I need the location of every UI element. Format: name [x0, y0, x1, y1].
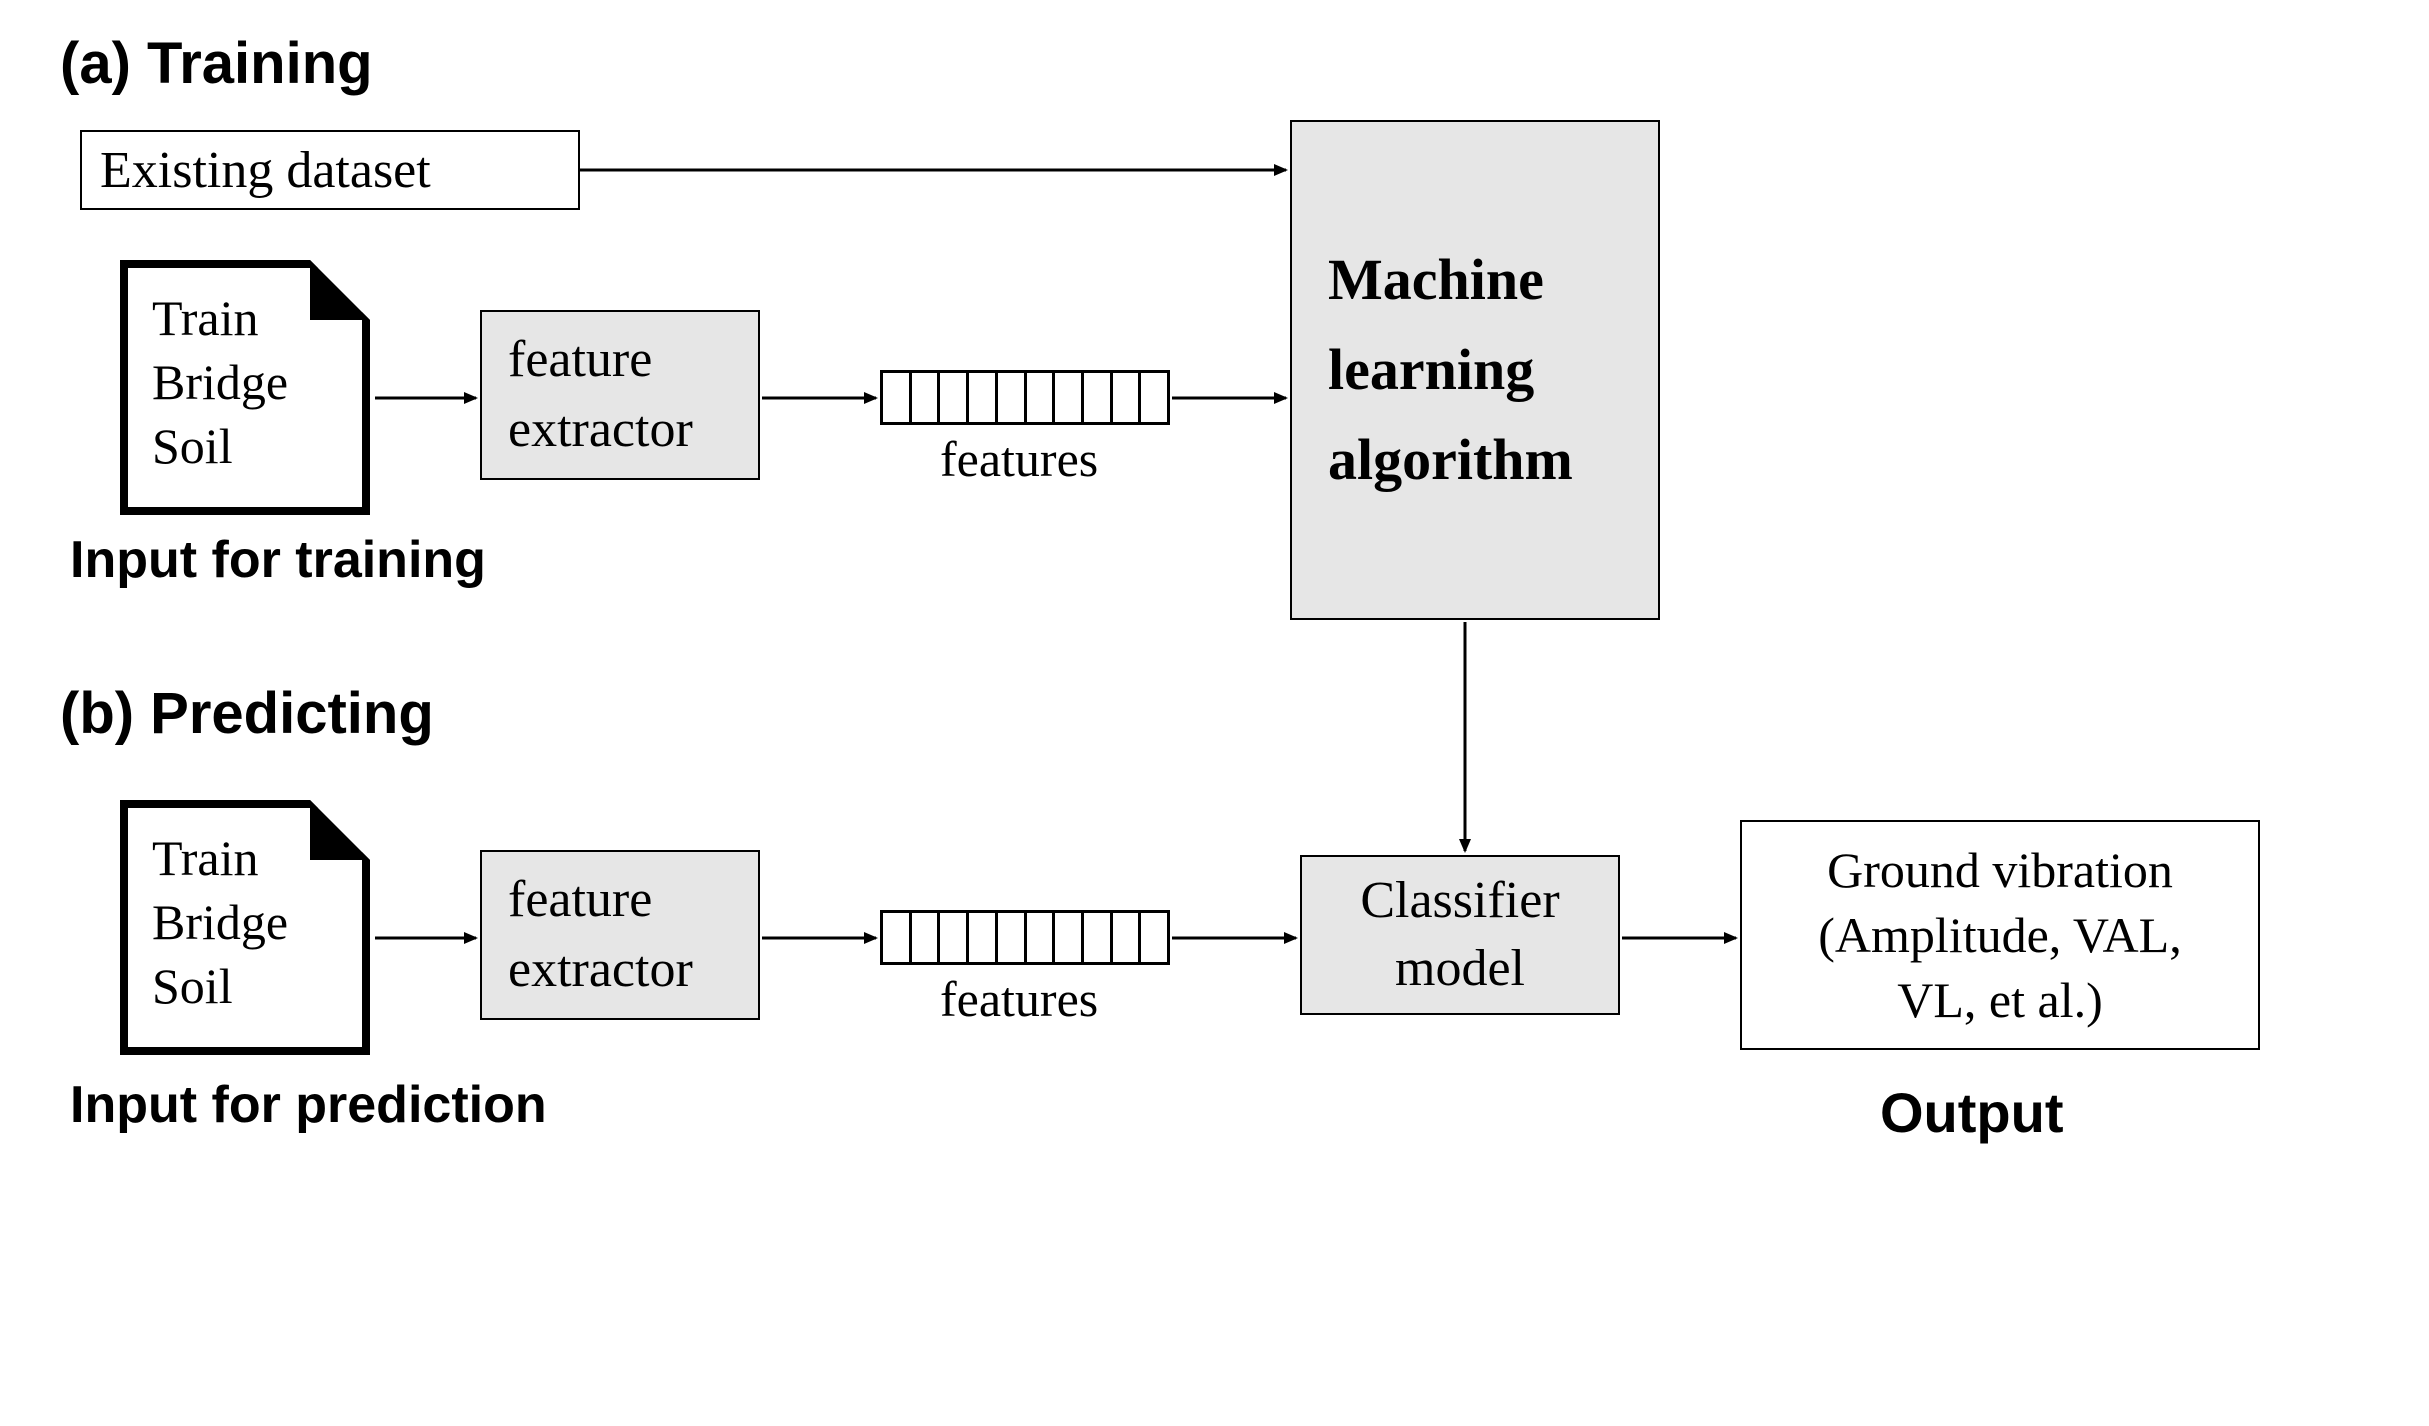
- training-features-strip: [880, 370, 1170, 425]
- predicting-doc-caption: Input for prediction: [70, 1075, 547, 1135]
- section-b-title: (b) Predicting: [60, 680, 434, 747]
- predicting-features-strip: [880, 910, 1170, 965]
- training-feature-extractor-box: feature extractor: [480, 310, 760, 480]
- section-a-title: (a) Training: [60, 30, 373, 97]
- classifier-model-box: Classifier model: [1300, 855, 1620, 1015]
- existing-dataset-box: Existing dataset: [80, 130, 580, 210]
- output-line3: VL, et al.): [1818, 968, 2181, 1033]
- ml-box-line2: learning: [1328, 325, 1622, 415]
- training-doc-icon: Train Bridge Soil: [120, 260, 370, 515]
- predicting-doc-line3: Soil: [152, 954, 342, 1018]
- training-doc-line2: Bridge: [152, 350, 342, 414]
- training-features-label: features: [940, 430, 1098, 488]
- output-line1: Ground vibration: [1818, 838, 2181, 903]
- predicting-feature-extractor-box: feature extractor: [480, 850, 760, 1020]
- predicting-doc-icon: Train Bridge Soil: [120, 800, 370, 1055]
- ml-algorithm-box: Machine learning algorithm: [1290, 120, 1660, 620]
- predicting-features-label: features: [940, 970, 1098, 1028]
- training-fe-line2: extractor: [508, 395, 732, 465]
- output-line2: (Amplitude, VAL,: [1818, 903, 2181, 968]
- training-doc-caption: Input for training: [70, 530, 486, 590]
- ml-box-line3: algorithm: [1328, 415, 1622, 505]
- training-fe-line1: feature: [508, 325, 732, 395]
- output-caption: Output: [1880, 1080, 2063, 1145]
- output-box: Ground vibration (Amplitude, VAL, VL, et…: [1740, 820, 2260, 1050]
- predicting-doc-line2: Bridge: [152, 890, 342, 954]
- classifier-line1: Classifier: [1360, 867, 1559, 935]
- training-doc-line3: Soil: [152, 414, 342, 478]
- predicting-fe-line1: feature: [508, 865, 732, 935]
- diagram-canvas: (a) Training Existing dataset Train Brid…: [0, 0, 2429, 1426]
- predicting-fe-line2: extractor: [508, 935, 732, 1005]
- ml-box-line1: Machine: [1328, 235, 1622, 325]
- classifier-line2: model: [1360, 935, 1559, 1003]
- existing-dataset-label: Existing dataset: [82, 141, 449, 200]
